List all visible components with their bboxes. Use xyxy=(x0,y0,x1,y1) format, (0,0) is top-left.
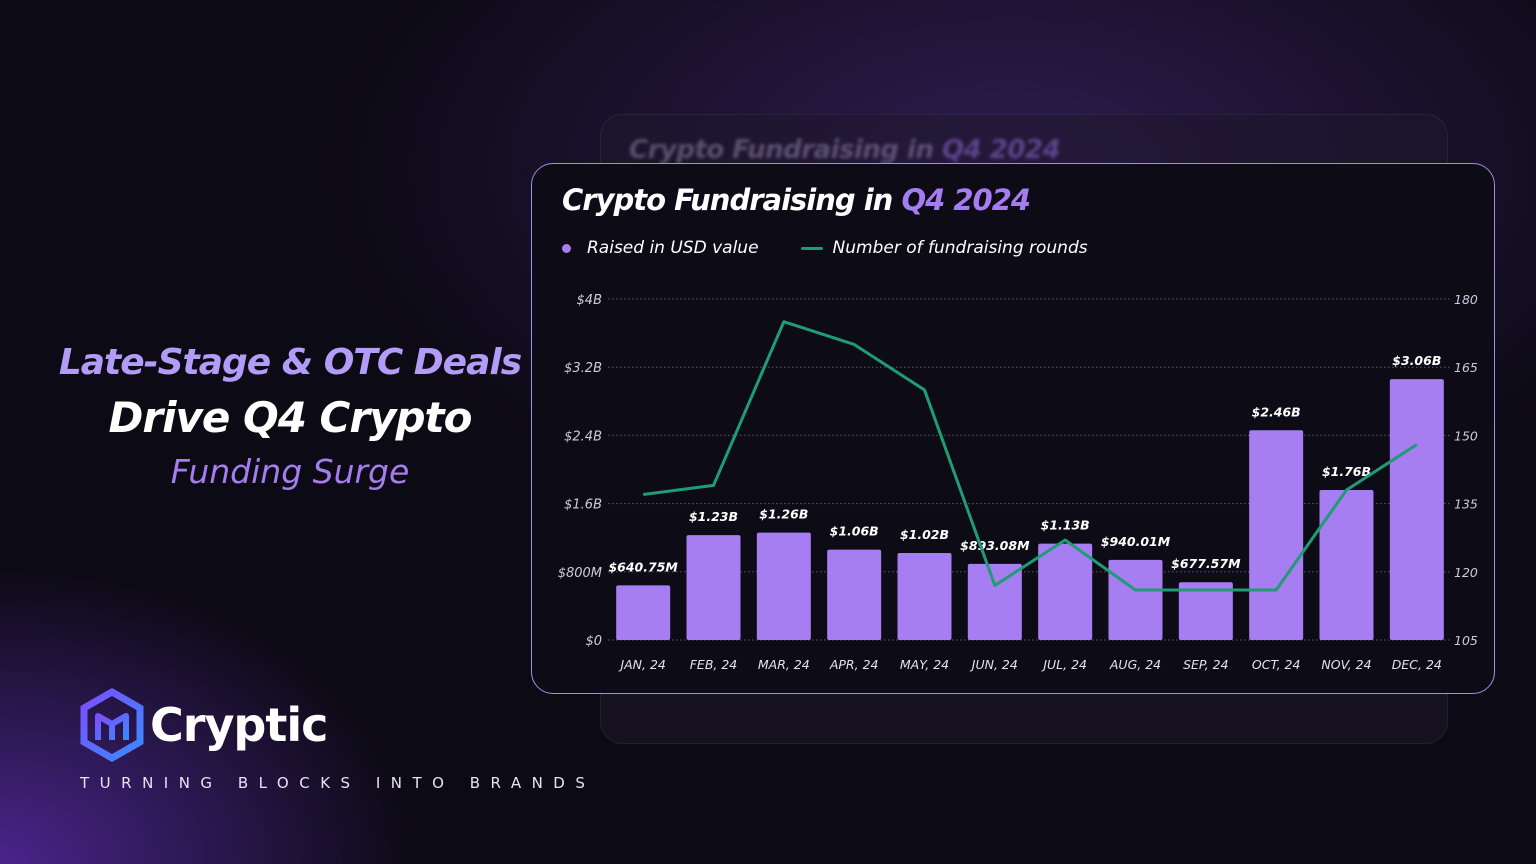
ghost-title-main: Crypto Fundraising in xyxy=(629,135,934,165)
y-left-tick-label: $3.2B xyxy=(564,361,602,376)
x-tick-label: SEP, 24 xyxy=(1183,657,1229,672)
bar-value-label: $677.57M xyxy=(1171,556,1241,571)
cryptic-logo-icon xyxy=(80,688,144,762)
bar xyxy=(756,532,811,640)
bar xyxy=(1319,489,1374,640)
y-right-tick-label: 150 xyxy=(1454,428,1478,443)
x-tick-label: AUG, 24 xyxy=(1109,657,1161,672)
bar xyxy=(1038,543,1093,640)
x-tick-label: JUN, 24 xyxy=(969,657,1018,672)
bar xyxy=(967,563,1022,640)
bar-value-label: $893.08M xyxy=(960,538,1030,553)
y-left-tick-label: $2.4B xyxy=(564,429,602,444)
legend-item-usd: Raised in USD value xyxy=(562,238,759,258)
headline-line-2: Drive Q4 Crypto xyxy=(108,393,473,442)
legend-label-rounds: Number of fundraising rounds xyxy=(832,238,1088,258)
legend-label-usd: Raised in USD value xyxy=(587,238,759,258)
y-right-tick-label: 120 xyxy=(1454,565,1478,580)
x-tick-label: FEB, 24 xyxy=(690,657,738,672)
x-tick-label: JUL, 24 xyxy=(1040,657,1087,672)
legend-line-icon xyxy=(800,246,823,250)
headline-line-1: Late-Stage & OTC Deals xyxy=(58,342,522,383)
bar-value-label: $1.23B xyxy=(689,509,738,524)
bar xyxy=(897,553,952,640)
bar-value-label: $3.06B xyxy=(1392,353,1441,368)
x-tick-label: APR, 24 xyxy=(829,657,879,672)
bar-value-label: $1.02B xyxy=(900,527,949,542)
bar-value-label: $1.13B xyxy=(1041,518,1090,533)
y-left-tick-label: $0 xyxy=(585,634,602,649)
legend-dot-icon xyxy=(562,243,571,253)
bar xyxy=(1389,379,1444,640)
bar xyxy=(1249,430,1304,640)
headline-line-3: Funding Surge xyxy=(170,452,410,491)
bar xyxy=(1108,559,1163,640)
x-tick-label: DEC, 24 xyxy=(1392,657,1442,672)
y-right-tick-label: 105 xyxy=(1454,633,1478,648)
chart-legend: Raised in USD value Number of fundraisin… xyxy=(562,238,1088,258)
bar-value-label: $2.46B xyxy=(1252,404,1301,419)
bar-value-label: $1.76B xyxy=(1322,464,1371,479)
brand-logo: Cryptic xyxy=(80,688,328,762)
chart-card: Crypto Fundraising in Q4 2024 Raised in … xyxy=(531,163,1495,694)
ghost-card-title: Crypto Fundraising in Q4 2024 xyxy=(629,135,1061,165)
x-tick-label: MAY, 24 xyxy=(900,657,949,672)
chart-title: Crypto Fundraising in Q4 2024 xyxy=(562,183,1031,217)
brand-tagline: TURNING BLOCKS INTO BRANDS xyxy=(80,774,596,792)
chart-title-accent: Q4 2024 xyxy=(901,183,1031,217)
bar-value-label: $640.75M xyxy=(608,559,678,574)
ghost-title-accent: Q4 2024 xyxy=(942,135,1061,165)
x-tick-label: JAN, 24 xyxy=(617,657,665,672)
bar-value-label: $1.06B xyxy=(830,524,879,539)
y-right-tick-label: 135 xyxy=(1454,497,1478,512)
x-tick-label: NOV, 24 xyxy=(1321,657,1371,672)
y-left-tick-label: $800M xyxy=(558,566,602,581)
y-left-tick-label: $1.6B xyxy=(564,498,602,513)
legend-item-rounds: Number of fundraising rounds xyxy=(800,238,1088,258)
brand-name: Cryptic xyxy=(150,698,328,752)
bar xyxy=(827,549,882,640)
chart-svg: $0 $800M $1.6B $2.4B $3.2B $4B 105 120 135 150 165… xyxy=(558,292,1478,672)
x-tick-label: OCT, 24 xyxy=(1252,657,1301,672)
x-tick-label: MAR, 24 xyxy=(758,657,810,672)
bar xyxy=(616,585,671,640)
y-right-tick-label: 165 xyxy=(1454,360,1478,375)
bar-value-label: $940.01M xyxy=(1101,534,1171,549)
bar xyxy=(1178,582,1233,640)
bar xyxy=(686,535,741,640)
bar-value-label: $1.26B xyxy=(759,507,808,522)
y-left-tick-label: $4B xyxy=(577,293,603,308)
rounds-line xyxy=(642,320,1418,592)
chart-title-main: Crypto Fundraising in xyxy=(562,183,893,217)
y-right-tick-label: 180 xyxy=(1454,292,1478,307)
